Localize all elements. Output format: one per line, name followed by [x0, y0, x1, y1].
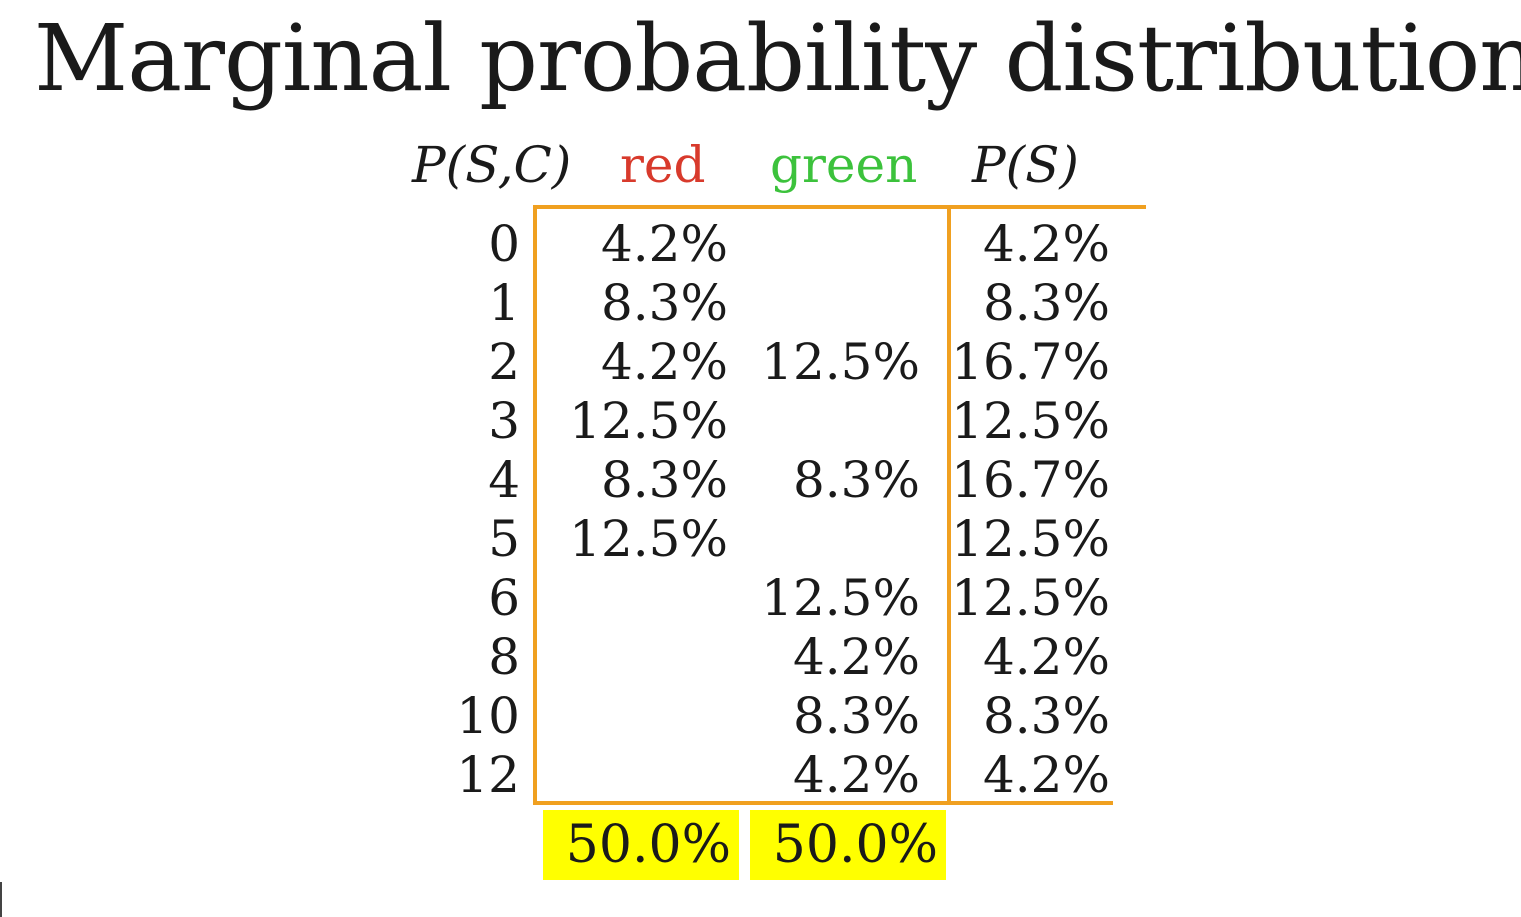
green-probability — [752, 510, 920, 568]
red-probability — [560, 628, 728, 686]
sum-value: 5 — [488, 510, 520, 568]
red-probability: 12.5% — [569, 510, 728, 568]
marginal-probability: 4.2% — [982, 215, 1110, 273]
green-total-highlight: 50.0% — [750, 810, 946, 880]
red-probability — [560, 569, 728, 627]
marginal-probability: 12.5% — [951, 510, 1110, 568]
marginal-probability: 4.2% — [982, 628, 1110, 686]
green-probability: 4.2% — [792, 746, 920, 804]
frame-divider-line — [947, 205, 951, 805]
red-probability: 4.2% — [600, 215, 728, 273]
frame-top-line — [533, 205, 1146, 209]
red-probability: 8.3% — [600, 451, 728, 509]
frame-bottom-line — [533, 801, 1113, 805]
sum-value: 4 — [488, 451, 520, 509]
sum-value: 2 — [488, 333, 520, 391]
marginal-probability: 16.7% — [951, 451, 1110, 509]
red-probability — [560, 687, 728, 745]
marginal-probability: 12.5% — [951, 392, 1110, 450]
green-probability: 12.5% — [761, 569, 920, 627]
marginal-probability: 8.3% — [982, 274, 1110, 332]
green-probability: 12.5% — [761, 333, 920, 391]
edge-artifact — [0, 882, 2, 917]
marginal-probability: 4.2% — [982, 746, 1110, 804]
green-probability — [752, 274, 920, 332]
marginal-probability: 16.7% — [951, 333, 1110, 391]
marginal-probability: 8.3% — [982, 687, 1110, 745]
sum-value: 1 — [488, 274, 520, 332]
sum-value: 0 — [488, 215, 520, 273]
green-probability — [752, 215, 920, 273]
sum-value: 10 — [456, 687, 520, 745]
sum-value: 12 — [456, 746, 520, 804]
green-probability — [752, 392, 920, 450]
page-title: Marginal probability distribution — [34, 5, 1521, 112]
green-probability: 8.3% — [792, 451, 920, 509]
green-column-header: green — [770, 136, 918, 194]
red-probability: 12.5% — [569, 392, 728, 450]
marginal-column-header: P(S) — [972, 136, 1079, 194]
sum-value: 8 — [488, 628, 520, 686]
red-column-header: red — [620, 136, 706, 194]
red-total-highlight: 50.0% — [543, 810, 739, 880]
green-probability: 4.2% — [792, 628, 920, 686]
red-probability — [560, 746, 728, 804]
sum-value: 3 — [488, 392, 520, 450]
red-probability: 4.2% — [600, 333, 728, 391]
red-probability: 8.3% — [600, 274, 728, 332]
joint-probability-header: P(S,C) — [412, 136, 572, 194]
green-probability: 8.3% — [792, 687, 920, 745]
frame-left-line — [533, 205, 537, 805]
sum-value: 6 — [488, 569, 520, 627]
marginal-probability: 12.5% — [951, 569, 1110, 627]
